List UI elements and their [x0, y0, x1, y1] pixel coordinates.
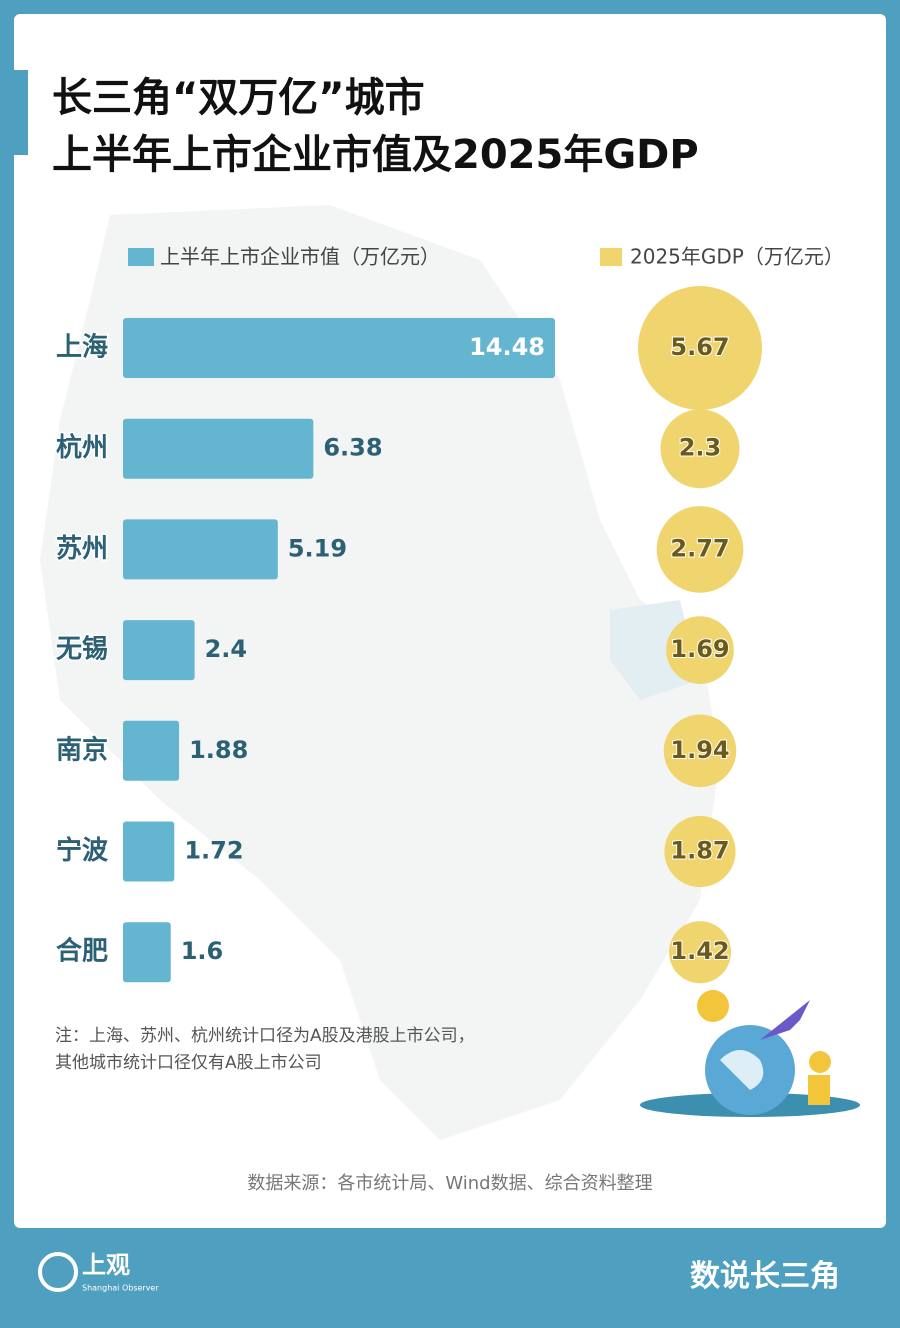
bar — [123, 519, 278, 580]
gdp-bubble — [664, 815, 736, 888]
bubble-value-label: 1.94 — [670, 736, 729, 764]
legend-entry: 上半年上市企业市值（万亿元） — [160, 245, 440, 269]
brand: 上观 — [82, 1251, 130, 1279]
category-label: 上海 — [56, 333, 108, 363]
bar — [123, 720, 180, 781]
bar — [123, 922, 171, 983]
bar — [123, 418, 314, 479]
legend-swatch — [128, 248, 154, 266]
bar-value-label: 1.6 — [181, 937, 224, 965]
column-name: 数说长三角 — [690, 1259, 840, 1294]
legend-entry: 2025年GDP（万亿元） — [630, 245, 844, 269]
title-line-1: 长三角“双万亿”城市 — [52, 75, 425, 121]
category-label: 宁波 — [56, 835, 109, 866]
bar-value-label: 2.4 — [205, 635, 248, 663]
bubble-value-label: 1.42 — [670, 937, 729, 965]
gdp-bubble — [656, 506, 744, 593]
category-label: 无锡 — [56, 635, 108, 665]
bar-value-label: 1.88 — [189, 736, 248, 764]
bar — [123, 620, 195, 681]
globe-decoration — [640, 990, 860, 1117]
category-label: 南京 — [56, 734, 108, 765]
gdp-bubble — [666, 616, 734, 684]
bar — [123, 821, 175, 882]
source: 数据来源：各市统计局、Wind数据、综合资料整理 — [247, 1173, 652, 1194]
title-accent — [14, 70, 28, 155]
logo-mark — [38, 1252, 78, 1292]
gdp-bubble — [660, 409, 740, 489]
bar-value-label: 5.19 — [288, 534, 347, 562]
bar — [123, 318, 555, 378]
bar-value-label: 14.48 — [469, 333, 545, 361]
category-label: 合肥 — [56, 936, 108, 967]
bar-value-label: 1.72 — [184, 837, 243, 865]
bar-value-label: 6.38 — [323, 434, 382, 462]
legend-swatch — [600, 248, 622, 266]
gdp-bubble — [668, 921, 732, 984]
bubble-value-label: 1.87 — [670, 837, 729, 865]
gdp-bubble — [663, 714, 737, 788]
bubble-value-label: 2.3 — [679, 434, 722, 462]
category-label: 苏州 — [56, 534, 108, 564]
brand-en: Shanghai Observer — [82, 1284, 159, 1293]
note: 其他城市统计口径仅有A股上市公司 — [55, 1053, 322, 1073]
note: 注：上海、苏州、杭州统计口径为A股及港股上市公司， — [55, 1026, 475, 1046]
bubble-value-label: 2.77 — [670, 534, 729, 562]
bubble-value-label: 5.67 — [670, 333, 729, 361]
bubble-value-label: 1.69 — [670, 635, 729, 663]
gdp-bubble — [638, 286, 762, 410]
category-label: 杭州 — [56, 432, 108, 463]
title-line-2: 上半年上市企业市值及2025年GDP — [52, 132, 699, 178]
